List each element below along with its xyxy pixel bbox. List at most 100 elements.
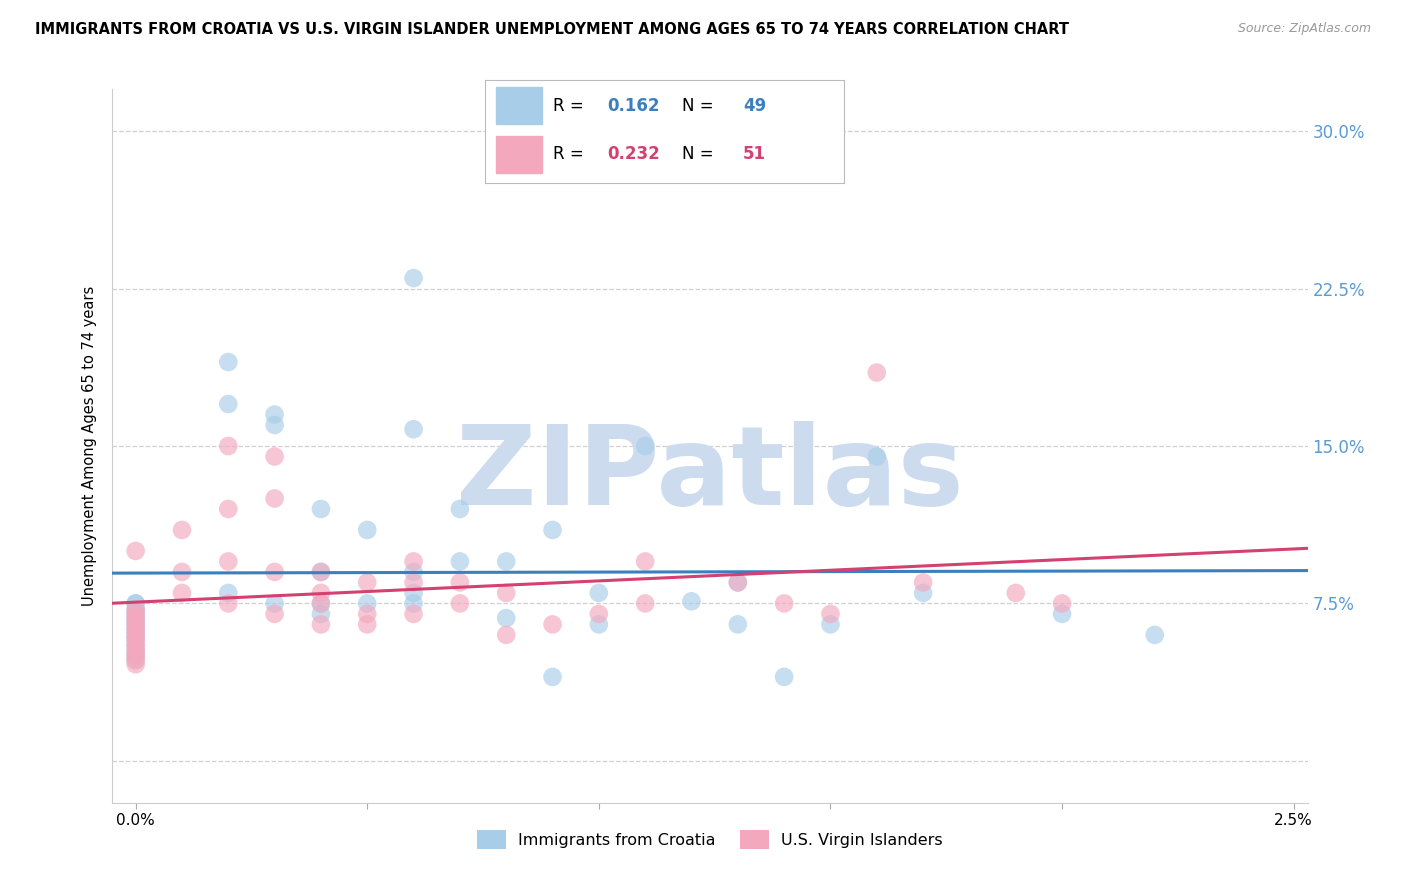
Point [309,502,332,516]
Point [263,450,285,464]
Point [820,607,842,621]
Point [124,607,146,621]
Point [124,648,146,663]
Point [727,575,749,590]
Point [588,617,610,632]
Point [124,648,146,663]
Point [124,603,146,617]
Point [1004,586,1026,600]
Point [124,544,146,558]
Point [356,596,378,610]
Point [124,653,146,667]
Point [124,653,146,667]
Point [449,502,471,516]
Point [217,439,239,453]
Point [449,596,471,610]
Text: R =: R = [553,97,583,115]
Point [402,586,425,600]
Point [170,523,193,537]
Text: N =: N = [682,145,714,163]
Bar [496,136,543,173]
Point [773,670,796,684]
Point [124,596,146,610]
Text: Source: ZipAtlas.com: Source: ZipAtlas.com [1237,22,1371,36]
Point [124,603,146,617]
Point [309,586,332,600]
Point [541,617,564,632]
Point [495,628,517,642]
Point [495,554,517,568]
Point [634,554,657,568]
Point [170,565,193,579]
Point [309,565,332,579]
Text: 49: 49 [744,97,766,115]
Point [727,617,749,632]
Point [634,439,657,453]
Point [124,632,146,646]
Point [124,632,146,646]
Point [309,596,332,610]
Point [495,611,517,625]
Point [588,607,610,621]
Point [124,619,146,633]
Y-axis label: Unemployment Among Ages 65 to 74 years: Unemployment Among Ages 65 to 74 years [82,285,97,607]
Text: 0.162: 0.162 [607,97,659,115]
Point [124,640,146,655]
Point [124,611,146,625]
Point [217,397,239,411]
Point [356,607,378,621]
Text: ZIPatlas: ZIPatlas [456,421,965,528]
Point [356,617,378,632]
Point [588,586,610,600]
Point [124,611,146,625]
Bar [496,87,543,124]
Point [124,624,146,638]
Point [449,554,471,568]
Point [866,366,889,380]
Point [820,617,842,632]
Point [124,615,146,630]
Point [263,596,285,610]
Point [402,422,425,436]
Point [402,271,425,285]
Point [356,575,378,590]
Point [356,523,378,537]
Point [217,355,239,369]
Point [912,586,935,600]
Text: 0.232: 0.232 [607,145,659,163]
Point [402,565,425,579]
Point [217,554,239,568]
Point [1143,628,1166,642]
Point [263,408,285,422]
Point [449,575,471,590]
Point [309,617,332,632]
Point [124,645,146,659]
Point [402,554,425,568]
Legend: Immigrants from Croatia, U.S. Virgin Islanders: Immigrants from Croatia, U.S. Virgin Isl… [471,823,949,855]
Point [263,491,285,506]
Point [263,607,285,621]
Point [309,565,332,579]
Point [1050,607,1073,621]
Point [773,596,796,610]
Point [124,624,146,638]
Point [124,657,146,672]
Point [495,586,517,600]
Point [541,670,564,684]
Text: 51: 51 [744,145,766,163]
Point [309,596,332,610]
Point [124,615,146,630]
Point [124,636,146,650]
Point [124,628,146,642]
Point [263,565,285,579]
Text: N =: N = [682,97,714,115]
Point [727,575,749,590]
Text: R =: R = [553,145,583,163]
Text: IMMIGRANTS FROM CROATIA VS U.S. VIRGIN ISLANDER UNEMPLOYMENT AMONG AGES 65 TO 74: IMMIGRANTS FROM CROATIA VS U.S. VIRGIN I… [35,22,1069,37]
Point [866,450,889,464]
Point [124,607,146,621]
Point [1050,596,1073,610]
Point [217,502,239,516]
Point [912,575,935,590]
Point [681,594,703,608]
